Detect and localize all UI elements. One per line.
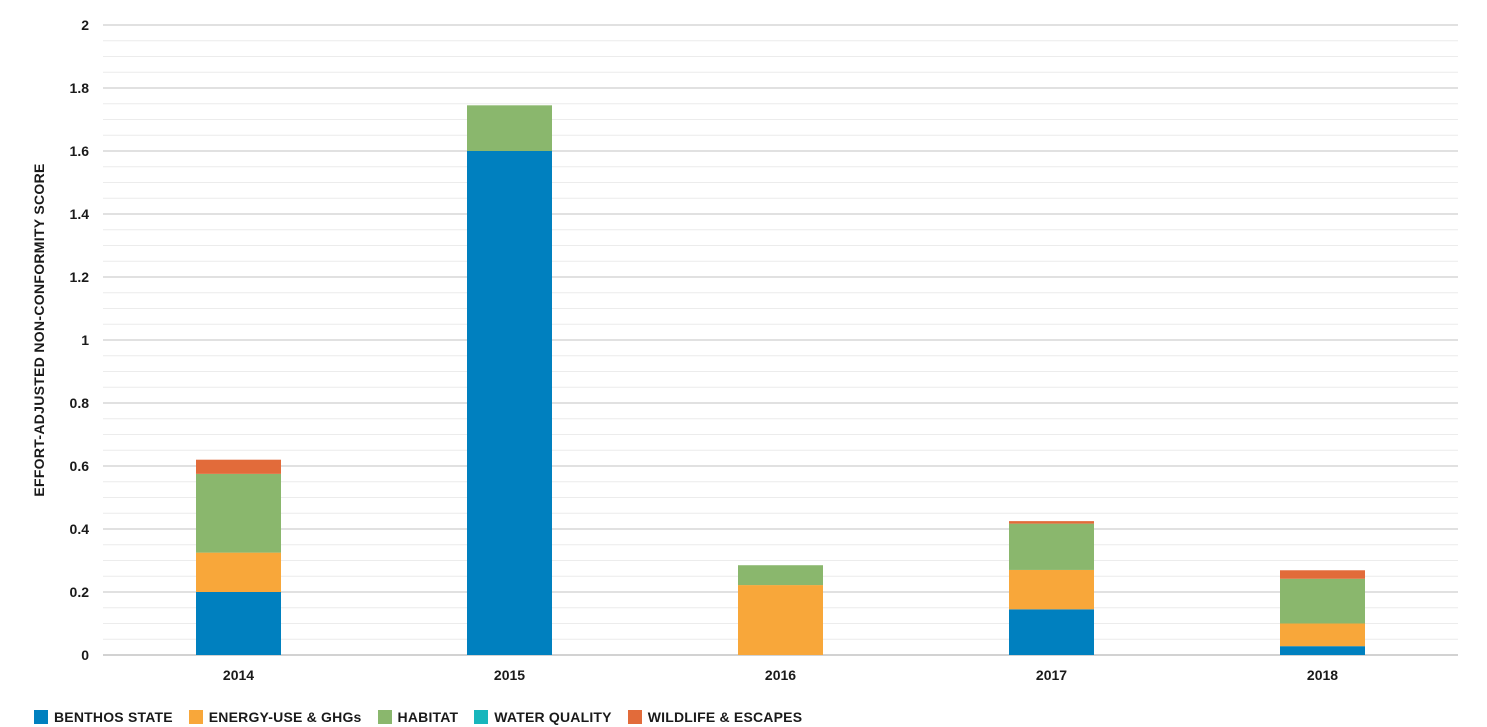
- bar-segment: [1009, 521, 1094, 524]
- bar-segment: [1280, 578, 1365, 624]
- x-tick-label: 2016: [765, 667, 796, 683]
- legend-swatch: [627, 710, 642, 724]
- y-tick-label: 0: [81, 647, 89, 663]
- legend-label: BENTHOS STATE: [54, 709, 173, 725]
- bar-segment: [1280, 570, 1365, 579]
- bar-segment: [196, 592, 281, 655]
- legend-swatch: [474, 710, 489, 724]
- legend-label: ENERGY-USE & GHGs: [208, 709, 362, 725]
- legend: BENTHOS STATE ENERGY-USE & GHGs HABITAT WAT…: [34, 708, 818, 726]
- gridlines: [103, 24, 1458, 656]
- legend-item: ENERGY-USE & GHGs: [188, 709, 362, 725]
- y-tick-labels: 0 0.2 0.4 0.6 0.8 1 1.2 1.4 1.6 1.8 2: [70, 17, 90, 663]
- bar-segment: [1280, 646, 1365, 655]
- y-tick-label: 0.6: [70, 458, 90, 474]
- legend-label: HABITAT: [397, 709, 459, 725]
- bar-segment: [1009, 609, 1094, 655]
- bar-segment: [1009, 569, 1094, 610]
- legend-swatch: [188, 710, 203, 724]
- legend-item: HABITAT: [377, 709, 459, 725]
- y-tick-label: 0.4: [70, 521, 90, 537]
- y-tick-label: 0.2: [70, 584, 90, 600]
- bar-segment: [196, 473, 281, 553]
- legend-swatch: [34, 710, 48, 724]
- y-tick-label: 1.4: [70, 206, 90, 222]
- x-tick-label: 2014: [223, 667, 254, 683]
- bars: [196, 105, 1365, 655]
- y-tick-label: 1.8: [70, 80, 90, 96]
- legend-label: WATER QUALITY: [494, 709, 612, 725]
- legend-item: BENTHOS STATE: [34, 709, 173, 725]
- bar-segment: [467, 151, 552, 655]
- y-axis-title: EFFORT-ADJUSTED NON-CONFORMITY SCORE: [31, 163, 47, 496]
- x-tick-label: 2015: [494, 667, 525, 683]
- x-tick-label: 2017: [1036, 667, 1067, 683]
- bar-segment: [467, 105, 552, 151]
- bar-segment: [196, 459, 281, 474]
- bar-segment: [196, 552, 281, 592]
- y-tick-label: 1.6: [70, 143, 90, 159]
- y-tick-label: 1.2: [70, 269, 90, 285]
- legend-swatch: [377, 710, 392, 724]
- bar-segment: [1280, 623, 1365, 647]
- x-tick-labels: 2014 2015 2016 2017 2018: [223, 667, 1338, 683]
- y-tick-label: 0.8: [70, 395, 90, 411]
- legend-item: WATER QUALITY: [474, 709, 612, 725]
- y-tick-label: 1: [81, 332, 89, 348]
- bar-segment: [738, 565, 823, 586]
- y-tick-label: 2: [81, 17, 89, 33]
- legend-item: WILDLIFE & ESCAPES: [627, 709, 803, 725]
- x-tick-label: 2018: [1307, 667, 1338, 683]
- bar-segment: [1009, 523, 1094, 570]
- bar-segment: [738, 585, 823, 655]
- legend-label: WILDLIFE & ESCAPES: [647, 709, 803, 725]
